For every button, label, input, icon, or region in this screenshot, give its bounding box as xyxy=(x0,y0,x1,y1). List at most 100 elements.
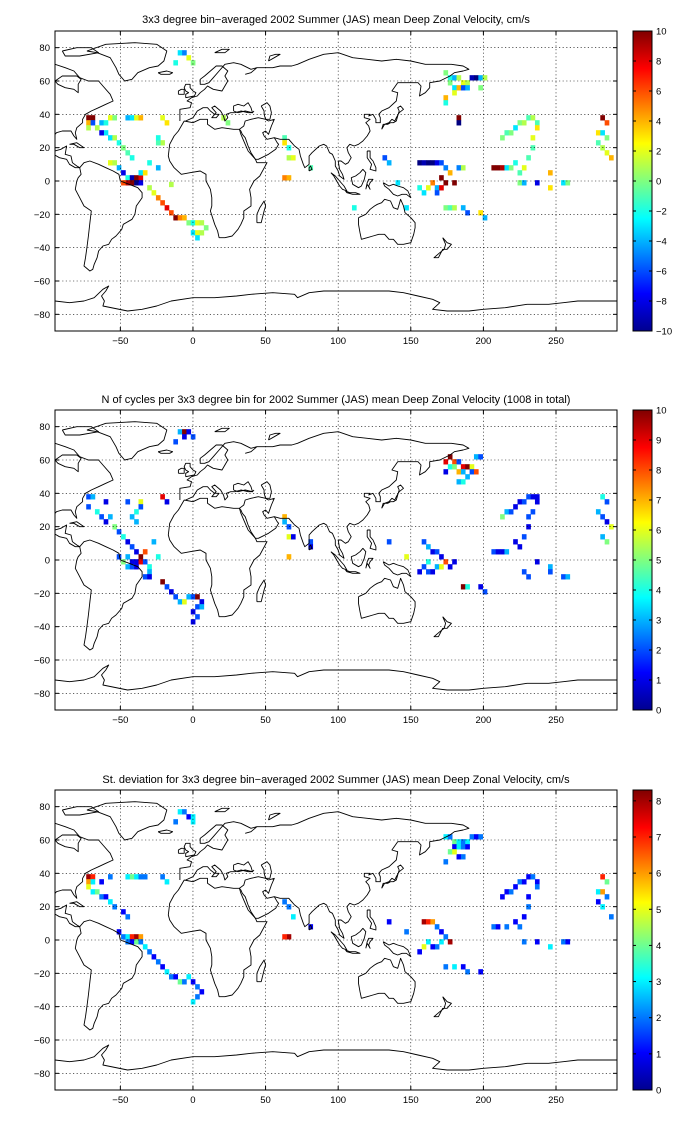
heatmap-cell xyxy=(199,230,205,236)
heatmap-cell xyxy=(134,180,139,186)
heatmap-cell xyxy=(534,939,540,945)
heatmap-cell xyxy=(473,834,479,840)
heatmap-cell xyxy=(421,919,427,925)
colorbar-tick-label: 6 xyxy=(656,526,661,537)
heatmap-cell xyxy=(138,115,144,121)
heatmap-cell xyxy=(521,120,527,126)
heatmap-cell xyxy=(521,939,527,945)
heatmap-cell xyxy=(426,939,431,945)
heatmap-cell xyxy=(125,874,131,880)
coastline xyxy=(350,927,367,948)
y-tick-label: 60 xyxy=(39,456,50,467)
heatmap-cell xyxy=(125,499,131,505)
heatmap-cell xyxy=(565,574,571,580)
heatmap-cell xyxy=(116,929,122,935)
heatmap-cell xyxy=(508,130,514,136)
coastline xyxy=(177,88,185,95)
colorbar-tick-label: 4 xyxy=(656,941,661,952)
heatmap-cell xyxy=(513,125,518,131)
coastline xyxy=(233,481,253,493)
heatmap-cell xyxy=(160,140,165,146)
heatmap-cell xyxy=(456,479,462,485)
heatmap-cell xyxy=(86,874,91,880)
heatmap-cell xyxy=(534,879,540,885)
heatmap-cell xyxy=(164,499,170,505)
heatmap-cell xyxy=(456,115,462,121)
heatmap-cell xyxy=(504,889,510,895)
heatmap-cell xyxy=(604,879,610,885)
heatmap-cell xyxy=(456,75,462,81)
heatmap-cell xyxy=(173,60,179,66)
heatmap-cell xyxy=(134,509,139,515)
heatmap-cell xyxy=(452,464,457,470)
heatmap-cell xyxy=(491,165,497,171)
heatmap-cell xyxy=(434,160,440,166)
heatmap-cell xyxy=(121,909,126,915)
coastline xyxy=(365,937,374,949)
heatmap-cell xyxy=(426,544,431,550)
coastline xyxy=(358,198,416,245)
heatmap-cell xyxy=(155,959,161,965)
heatmap-cell xyxy=(478,210,483,216)
heatmap-cell xyxy=(443,559,449,565)
heatmap-cell xyxy=(434,944,440,950)
coastline xyxy=(157,829,174,834)
coastline xyxy=(256,431,470,559)
heatmap-cell xyxy=(526,115,531,121)
heatmap-cell xyxy=(134,549,139,555)
y-tick-label: −40 xyxy=(34,622,50,633)
heatmap-cell xyxy=(500,549,505,555)
heatmap-cell xyxy=(86,884,91,890)
coastline xyxy=(74,919,143,1031)
heatmap-cell xyxy=(452,559,457,565)
coastline xyxy=(365,178,374,190)
heatmap-cell xyxy=(121,534,126,540)
heatmap-cell xyxy=(125,150,131,156)
x-tick-label: 250 xyxy=(548,336,564,347)
coastline xyxy=(350,168,367,189)
x-tick-label: 250 xyxy=(548,1095,564,1106)
heatmap-cell xyxy=(190,819,196,825)
heatmap-cell xyxy=(447,75,453,81)
heatmap-cell xyxy=(186,814,192,820)
heatmap-cell xyxy=(147,574,152,580)
heatmap-cell xyxy=(426,569,431,575)
heatmap-cell xyxy=(504,165,510,171)
heatmap-cell xyxy=(600,494,605,500)
y-tick-label: 40 xyxy=(39,869,50,880)
heatmap-cell xyxy=(534,125,540,131)
coastline xyxy=(185,864,255,881)
heatmap-cell xyxy=(443,934,449,940)
heatmap-cell xyxy=(482,215,488,221)
heatmap-cell xyxy=(495,549,501,555)
heatmap-cell xyxy=(460,479,466,485)
heatmap-cell xyxy=(286,175,292,181)
heatmap-cell xyxy=(190,814,196,820)
heatmap-cell xyxy=(134,519,139,525)
heatmap-cell xyxy=(129,175,135,181)
heatmap-cell xyxy=(417,185,422,191)
heatmap-cell xyxy=(125,564,131,570)
x-tick-label: 0 xyxy=(190,336,195,347)
heatmap-cell xyxy=(121,559,126,565)
heatmap-cell xyxy=(460,469,466,475)
heatmap-cell xyxy=(434,564,440,570)
heatmap-cell xyxy=(142,874,148,880)
heatmap-cell xyxy=(155,195,161,201)
heatmap-cell xyxy=(138,175,144,181)
colorbar-tick-label: 2 xyxy=(656,646,661,657)
heatmap-cell xyxy=(195,235,200,241)
colorbar-tick-label: −8 xyxy=(656,297,667,308)
coastline xyxy=(55,439,56,441)
heatmap-cell xyxy=(447,834,453,840)
heatmap-cell xyxy=(456,85,462,91)
heatmap-cell xyxy=(199,989,205,995)
heatmap-cell xyxy=(447,939,453,945)
coastline xyxy=(268,812,281,821)
heatmap-cell xyxy=(203,225,209,231)
heatmap-cell xyxy=(99,130,104,136)
coastline xyxy=(365,557,374,569)
heatmap-cell xyxy=(160,874,165,880)
coastline xyxy=(55,819,56,821)
heatmap-cell xyxy=(609,524,614,530)
